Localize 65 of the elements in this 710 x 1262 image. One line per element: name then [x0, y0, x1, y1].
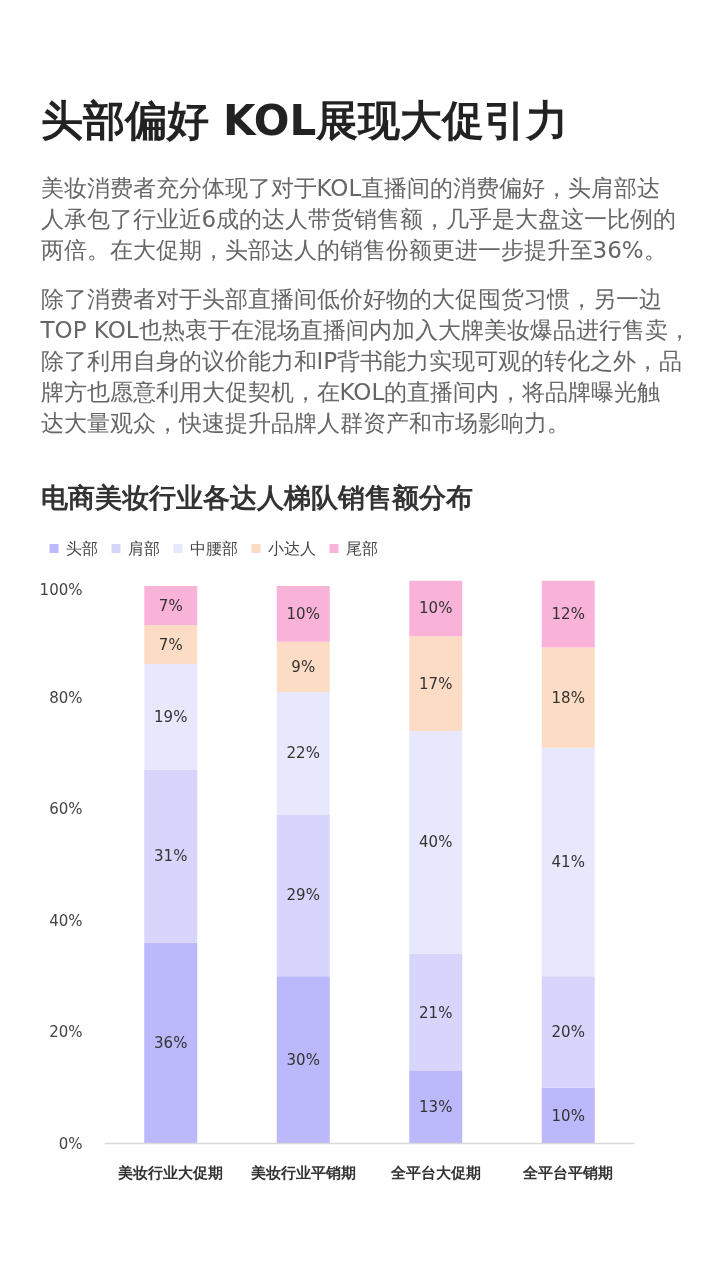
legend-label: 中腰部: [189, 539, 238, 558]
text: 美妆消费者充分体现了对于KOL直播间的消费偏好，头肩部达: [40, 174, 661, 201]
y-tick-label: 80%: [49, 688, 83, 707]
data-label: 19%: [154, 708, 188, 727]
data-label: 9%: [291, 657, 316, 676]
bar: [541, 580, 595, 648]
bar: [409, 731, 463, 954]
data-label: 41%: [551, 853, 585, 871]
data-label: 20%: [551, 1023, 585, 1042]
bar: [541, 1087, 595, 1144]
x-tick-label: 全平台大促期: [389, 1163, 481, 1182]
text: 人承包了行业近6成的达人带货销售额，几乎是大盘这一比例的: [40, 205, 677, 232]
y-tick-label: 40%: [49, 911, 83, 930]
data-label: 29%: [286, 886, 320, 905]
data-label: 7%: [158, 596, 183, 615]
legend-label: 头部: [65, 539, 98, 558]
x-tick-label: 全平台平销期: [522, 1163, 614, 1182]
y-tick-label: 100%: [39, 580, 83, 599]
legend-label: 小达人: [267, 539, 316, 558]
text: 除了利用自身的议价能力和IP背书能力实现可观的转化之外，品: [40, 347, 683, 374]
text: 牌方也愿意利用大促契机，在KOL的直播间内，将品牌曝光触: [40, 378, 661, 405]
bar: [276, 586, 330, 642]
bar: [276, 641, 330, 692]
data-label: 21%: [419, 1003, 453, 1022]
bar: [409, 1071, 463, 1144]
text: 两倍。在大促期，头部达人的销售份额更进一步提升至36%。: [40, 236, 667, 263]
bar: [409, 953, 463, 1072]
y-tick-label: 20%: [49, 1023, 83, 1042]
data-label: 40%: [419, 833, 453, 852]
data-label: 12%: [551, 604, 585, 623]
data-label: 7%: [158, 635, 183, 654]
data-label: 36%: [154, 1034, 188, 1053]
bar: [541, 747, 595, 977]
text: 除了消费者对于头部直播间低价好物的大促囤货习惯，另一边: [40, 285, 662, 312]
bar: [409, 580, 463, 637]
text: 达大量观众，快速提升品牌人群资产和市场影响力。: [40, 409, 570, 436]
chart-title: 头部偏好 KOL展现大促引力: [40, 96, 569, 145]
bar: [409, 636, 463, 731]
data-label: 31%: [154, 847, 188, 866]
chart-subtitle: 电商美妆行业各达人梯队销售额分布: [40, 482, 473, 513]
data-label: 10%: [419, 599, 453, 618]
bar: [144, 586, 198, 626]
bar: [144, 942, 198, 1144]
bar: [144, 625, 198, 665]
bar: [144, 770, 198, 943]
bar: [276, 691, 330, 815]
x-tick-label: 美妆行业大促期: [117, 1163, 224, 1182]
data-label: 17%: [419, 674, 453, 693]
bar: [276, 976, 330, 1144]
data-label: 13%: [419, 1098, 453, 1117]
legend-label: 尾部: [345, 539, 378, 558]
y-tick-label: 0%: [58, 1134, 83, 1153]
bar: [144, 664, 198, 771]
y-tick-label: 60%: [49, 800, 83, 819]
data-label: 18%: [551, 688, 585, 707]
bar: [541, 647, 595, 748]
data-label: 10%: [286, 604, 320, 623]
text: TOP KOL也热衷于在混场直播间内加入大牌美妆爆品进行售卖，: [39, 316, 691, 343]
data-label: 10%: [551, 1106, 585, 1125]
legend-label: 肩部: [127, 539, 160, 558]
bar: [276, 814, 330, 977]
data-label: 30%: [286, 1050, 320, 1069]
x-tick-label: 美妆行业平销期: [249, 1163, 356, 1182]
data-label: 22%: [286, 744, 320, 763]
bar: [541, 976, 595, 1088]
